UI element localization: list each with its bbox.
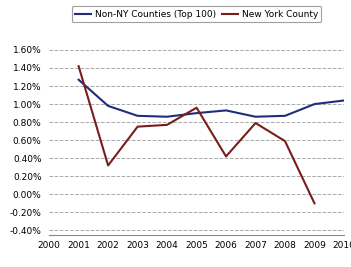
Non-NY Counties (Top 100) (165, 115, 169, 118)
Non-NY Counties (Top 100) (106, 104, 110, 108)
Legend: Non-NY Counties (Top 100), New York County: Non-NY Counties (Top 100), New York Coun… (72, 6, 322, 22)
Non-NY Counties (Top 100) (253, 115, 258, 118)
Line: Non-NY Counties (Top 100): Non-NY Counties (Top 100) (79, 80, 344, 117)
New York County (165, 123, 169, 127)
New York County (106, 164, 110, 167)
Non-NY Counties (Top 100) (283, 114, 287, 117)
New York County (312, 202, 317, 205)
Line: New York County: New York County (79, 66, 314, 203)
Non-NY Counties (Top 100) (312, 103, 317, 106)
New York County (135, 125, 140, 128)
New York County (283, 139, 287, 143)
Non-NY Counties (Top 100) (135, 114, 140, 117)
Non-NY Counties (Top 100) (224, 109, 228, 112)
New York County (194, 106, 199, 109)
Non-NY Counties (Top 100) (342, 99, 346, 102)
New York County (77, 65, 81, 68)
New York County (253, 121, 258, 125)
New York County (224, 155, 228, 158)
Non-NY Counties (Top 100) (77, 78, 81, 81)
Non-NY Counties (Top 100) (194, 112, 199, 115)
